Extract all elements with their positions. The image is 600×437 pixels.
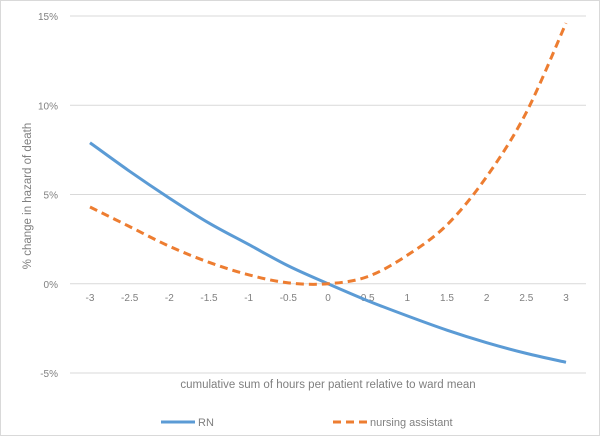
x-tick-label: 1.5 [440, 293, 454, 304]
y-tick-label: 5% [44, 191, 59, 202]
y-axis-label: % change in hazard of death [22, 123, 34, 269]
x-axis-label: cumulative sum of hours per patient rela… [180, 379, 475, 391]
y-tick-label: 15% [38, 12, 58, 23]
y-tick-label: 0% [44, 280, 59, 291]
legend: RN nursing assistant [161, 417, 453, 429]
legend-label: nursing assistant [370, 417, 453, 429]
x-tick-label: 2 [484, 293, 490, 304]
x-tick-label: -1.5 [200, 293, 218, 304]
y-tick-label: 10% [38, 101, 58, 112]
x-tick-label: -0.5 [280, 293, 298, 304]
x-tick-label: -2 [165, 293, 174, 304]
x-tick-label: -3 [86, 293, 95, 304]
x-tick-label: -2.5 [121, 293, 139, 304]
x-tick-label: 1 [405, 293, 411, 304]
series-line-rn [90, 143, 566, 363]
x-tick-label: -1 [244, 293, 253, 304]
x-tick-label: 2.5 [519, 293, 533, 304]
x-tick-label: 3 [563, 293, 569, 304]
series-line-nursing-assistant [90, 23, 566, 284]
x-tick-label: 0 [325, 293, 331, 304]
y-tick-label: -5% [40, 369, 58, 380]
legend-label: RN [198, 417, 214, 429]
